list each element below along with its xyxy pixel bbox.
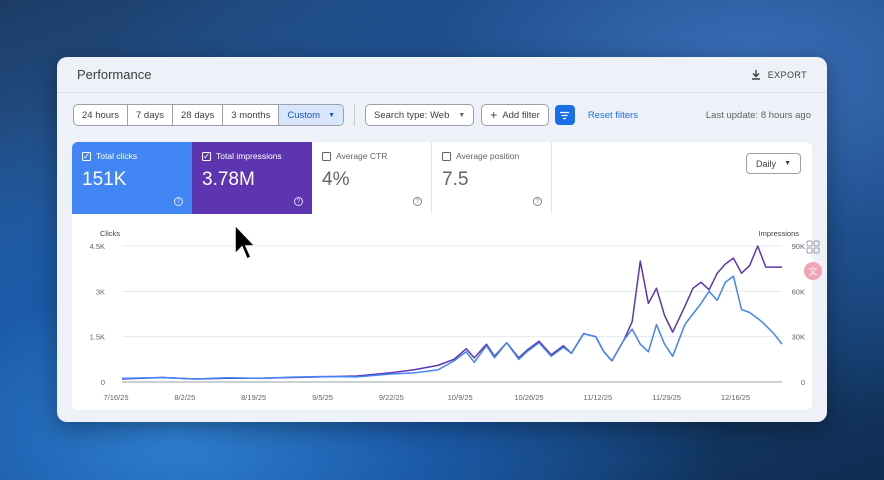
filter-options-button[interactable] bbox=[554, 105, 575, 125]
metric-label: Average CTR bbox=[336, 151, 388, 161]
range-custom[interactable]: Custom ▼ bbox=[279, 105, 344, 125]
x-tick-label: 11/29/25 bbox=[652, 393, 681, 402]
page-title: Performance bbox=[77, 67, 152, 82]
x-tick-label: 9/5/25 bbox=[312, 393, 333, 402]
metric-average-ctr[interactable]: Average CTR 4% ? bbox=[312, 142, 432, 214]
search-type-label: Search type: Web bbox=[374, 109, 450, 121]
checkbox-checked-icon[interactable]: ✓ bbox=[202, 150, 211, 161]
y-tick-label-right: 30K bbox=[792, 333, 805, 342]
x-tick-label: 7/16/25 bbox=[103, 393, 128, 402]
toolbar: 24 hours 7 days 28 days 3 months Custom … bbox=[73, 104, 811, 126]
range-custom-label: Custom bbox=[287, 109, 321, 121]
filter-icon bbox=[560, 111, 570, 119]
metric-cards: ✓ Total clicks 151K ? ✓ Total impressions … bbox=[72, 142, 812, 214]
x-tick-label: 8/19/25 bbox=[241, 393, 266, 402]
y-tick-label-right: 60K bbox=[792, 287, 805, 296]
chart-panel: ✓ Total clicks 151K ? ✓ Total impressions … bbox=[72, 142, 812, 410]
translate-icon[interactable]: 文 bbox=[804, 262, 822, 280]
series-line-impressions bbox=[121, 245, 782, 380]
caret-down-icon: ▼ bbox=[328, 111, 336, 119]
y-tick-label-right: 0 bbox=[801, 378, 805, 387]
export-button[interactable]: EXPORT bbox=[750, 69, 807, 81]
x-tick-label: 9/22/25 bbox=[379, 393, 404, 402]
y-tick-label-left: 4.5K bbox=[90, 242, 105, 251]
toolbar-divider bbox=[354, 104, 356, 126]
metric-value: 151K bbox=[82, 169, 127, 190]
add-filter-button[interactable]: + Add filter bbox=[481, 104, 549, 126]
download-icon bbox=[751, 69, 760, 80]
granularity-label: Daily bbox=[756, 158, 777, 169]
caret-down-icon: ▼ bbox=[784, 160, 791, 167]
range-7d[interactable]: 7 days bbox=[128, 105, 173, 125]
caret-down-icon: ▼ bbox=[458, 111, 466, 119]
mouse-cursor-icon bbox=[234, 224, 256, 261]
help-icon[interactable]: ? bbox=[294, 197, 303, 206]
svg-text:文: 文 bbox=[808, 266, 817, 277]
range-3m[interactable]: 3 months bbox=[223, 105, 280, 125]
performance-chart: Clicks Impressions 0 0 1.5K 30K 3K 60K 4.5K 90K 7/… bbox=[90, 229, 805, 402]
x-tick-label: 10/9/25 bbox=[448, 393, 473, 402]
y-tick-label-left: 1.5K bbox=[90, 333, 105, 342]
series-line-clicks bbox=[121, 275, 783, 380]
checkbox-unchecked-icon[interactable] bbox=[322, 151, 331, 161]
y-tick-label-left: 0 bbox=[101, 378, 105, 387]
checkbox-checked-icon[interactable]: ✓ bbox=[82, 150, 91, 161]
x-tick-label: 11/12/25 bbox=[584, 393, 613, 402]
reset-filters-link[interactable]: Reset filters bbox=[587, 109, 638, 121]
metric-total-clicks[interactable]: ✓ Total clicks 151K ? bbox=[72, 142, 192, 214]
granularity-dropdown[interactable]: Daily ▼ bbox=[746, 153, 801, 174]
help-icon[interactable]: ? bbox=[174, 197, 183, 206]
metric-average-position[interactable]: Average position 7.5 ? bbox=[432, 142, 552, 214]
metric-label: Average position bbox=[456, 151, 520, 161]
metric-label: Total clicks bbox=[96, 151, 138, 161]
x-tick-label: 8/2/25 bbox=[174, 393, 195, 402]
performance-card: Performance EXPORT 24 hours 7 days 28 da… bbox=[57, 57, 827, 422]
metric-value: 4% bbox=[322, 169, 350, 190]
last-update-text: Last update: 8 hours ago bbox=[705, 109, 811, 121]
y-axis-label-right: Impressions bbox=[759, 229, 800, 238]
grid-icon[interactable] bbox=[806, 240, 820, 254]
y-axis-label-left: Clicks bbox=[100, 229, 120, 238]
add-filter-label: Add filter bbox=[502, 109, 540, 121]
help-icon[interactable]: ? bbox=[533, 197, 542, 206]
metric-total-impressions[interactable]: ✓ Total impressions 3.78M ? bbox=[192, 142, 312, 214]
side-icons: 文 bbox=[804, 240, 822, 280]
metric-value: 7.5 bbox=[442, 169, 469, 190]
date-range-selector: 24 hours 7 days 28 days 3 months Custom … bbox=[73, 104, 345, 126]
help-icon[interactable]: ? bbox=[413, 197, 422, 206]
metric-value: 3.78M bbox=[202, 169, 255, 190]
x-tick-label: 12/16/25 bbox=[721, 393, 750, 402]
y-tick-label-left: 3K bbox=[96, 287, 105, 296]
checkbox-unchecked-icon[interactable] bbox=[442, 151, 451, 161]
metric-label: Total impressions bbox=[216, 151, 282, 161]
range-24h[interactable]: 24 hours bbox=[74, 105, 128, 125]
x-tick-label: 10/26/25 bbox=[514, 393, 543, 402]
plus-icon: + bbox=[490, 108, 498, 122]
y-tick-label-right: 90K bbox=[792, 242, 805, 251]
search-type-dropdown[interactable]: Search type: Web ▼ bbox=[365, 104, 475, 126]
export-label: EXPORT bbox=[767, 69, 807, 80]
range-28d[interactable]: 28 days bbox=[173, 105, 224, 125]
card-header: Performance EXPORT bbox=[57, 57, 827, 93]
